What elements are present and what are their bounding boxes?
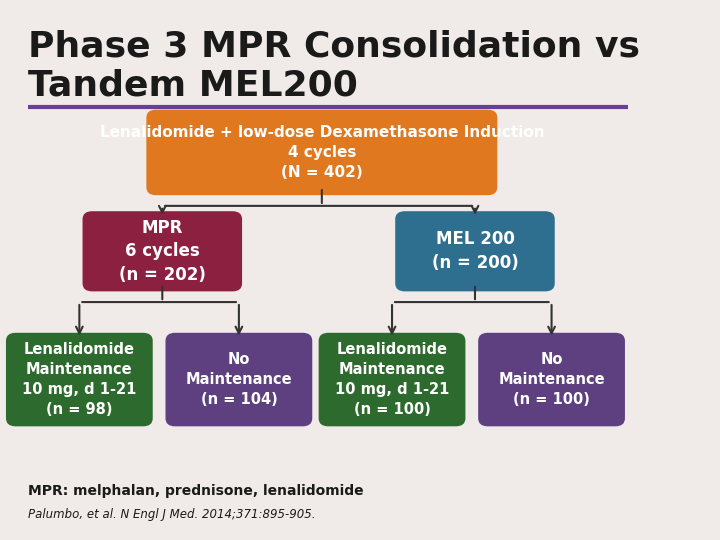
Text: Palumbo, et al. N Engl J Med. 2014;371:895-905.: Palumbo, et al. N Engl J Med. 2014;371:8…: [28, 508, 316, 521]
FancyBboxPatch shape: [166, 333, 312, 426]
FancyBboxPatch shape: [478, 333, 625, 426]
Text: No
Maintenance
(n = 100): No Maintenance (n = 100): [498, 352, 605, 407]
Text: Phase 3 MPR Consolidation vs
Tandem MEL200: Phase 3 MPR Consolidation vs Tandem MEL2…: [28, 30, 640, 103]
FancyBboxPatch shape: [395, 211, 554, 292]
Text: Lenalidomide + low-dose Dexamethasone Induction
4 cycles
(N = 402): Lenalidomide + low-dose Dexamethasone In…: [99, 125, 544, 180]
Text: MEL 200
(n = 200): MEL 200 (n = 200): [431, 231, 518, 272]
Text: MPR
6 cycles
(n = 202): MPR 6 cycles (n = 202): [119, 219, 206, 284]
FancyBboxPatch shape: [146, 110, 498, 195]
FancyBboxPatch shape: [6, 333, 153, 426]
Text: Lenalidomide
Maintenance
10 mg, d 1-21
(n = 100): Lenalidomide Maintenance 10 mg, d 1-21 (…: [335, 342, 449, 417]
FancyBboxPatch shape: [319, 333, 465, 426]
FancyBboxPatch shape: [83, 211, 242, 292]
Text: No
Maintenance
(n = 104): No Maintenance (n = 104): [186, 352, 292, 407]
Text: Lenalidomide
Maintenance
10 mg, d 1-21
(n = 98): Lenalidomide Maintenance 10 mg, d 1-21 (…: [22, 342, 137, 417]
Text: MPR: melphalan, prednisone, lenalidomide: MPR: melphalan, prednisone, lenalidomide: [28, 484, 364, 498]
